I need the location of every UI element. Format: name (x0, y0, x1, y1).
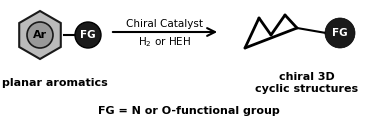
Text: FG = N or O-functional group: FG = N or O-functional group (98, 106, 280, 116)
Text: Chiral Catalyst: Chiral Catalyst (127, 19, 203, 29)
Circle shape (325, 18, 355, 48)
Polygon shape (19, 11, 61, 59)
Text: planar aromatics: planar aromatics (2, 78, 108, 88)
Circle shape (75, 22, 101, 48)
Text: FG: FG (80, 30, 96, 40)
Text: H$_2$ or HEH: H$_2$ or HEH (138, 35, 192, 49)
Text: cyclic structures: cyclic structures (256, 84, 359, 94)
Text: Ar: Ar (33, 30, 47, 40)
Text: chiral 3D: chiral 3D (279, 72, 335, 82)
Circle shape (27, 22, 53, 48)
Text: FG: FG (332, 28, 348, 38)
